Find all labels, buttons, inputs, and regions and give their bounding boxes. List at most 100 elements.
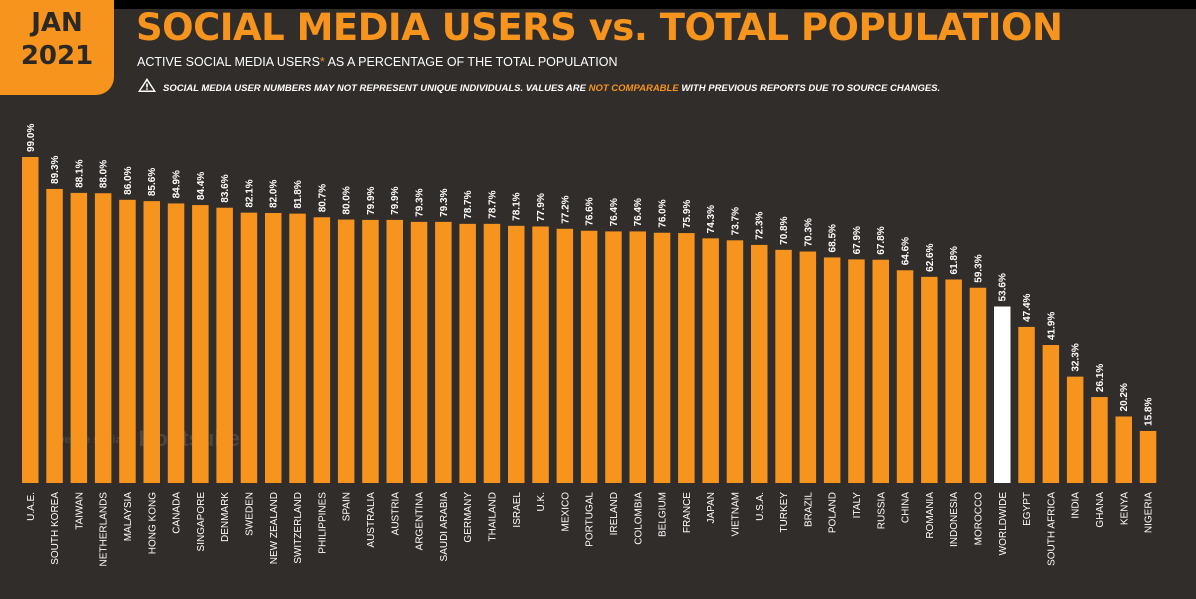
value-label-hong-kong: 85.6% [147, 168, 158, 196]
bar-netherlands [94, 193, 112, 483]
category-label-denmark: DENMARK [220, 492, 231, 542]
category-label-u-k: U.K. [536, 492, 547, 511]
bar-south-africa [1042, 345, 1060, 483]
category-label-hong-kong: HONG KONG [147, 492, 158, 554]
bar-nigeria [1139, 430, 1157, 483]
category-label-kenya: KENYA [1119, 492, 1130, 525]
bar-new-zealand [265, 212, 282, 483]
badge-year: 2021 [20, 41, 94, 71]
category-label-italy: ITALY [852, 492, 863, 519]
value-label-china: 64.6% [901, 237, 912, 265]
bar-kenya [1115, 416, 1132, 483]
bar-u-k [532, 226, 549, 483]
value-label-brazil: 70.3% [803, 218, 814, 246]
category-label-singapore: SINGAPORE [196, 492, 207, 552]
value-label-saudi-arabia: 79.3% [439, 188, 450, 216]
bar-russia [872, 259, 889, 483]
value-label-romania: 62.6% [925, 243, 936, 271]
bar-turkey [775, 249, 792, 483]
value-label-germany: 78.7% [463, 190, 474, 218]
value-label-mexico: 77.2% [560, 195, 571, 223]
value-label-south-africa: 41.9% [1046, 312, 1057, 340]
value-label-singapore: 84.4% [196, 172, 207, 200]
value-label-italy: 67.9% [852, 226, 863, 254]
category-label-belgium: BELGIUM [658, 492, 669, 537]
value-label-nigeria: 15.8% [1144, 398, 1155, 426]
bar-spain [337, 219, 355, 483]
bar-brazil [799, 251, 817, 483]
value-label-ghana: 26.1% [1095, 364, 1106, 392]
category-label-nigeria: NIGERIA [1144, 492, 1155, 533]
value-label-denmark: 83.6% [220, 174, 231, 202]
bar-philippines [313, 217, 331, 483]
bar-italy [848, 259, 865, 483]
bar-south-korea [46, 188, 63, 484]
category-label-israel: ISRAEL [512, 492, 523, 528]
bar-ireland [605, 231, 622, 483]
category-label-ireland: IRELAND [609, 492, 620, 535]
value-label-poland: 68.5% [828, 224, 839, 252]
value-label-israel: 78.1% [512, 192, 523, 220]
bar-australia [362, 219, 379, 483]
value-label-austria: 79.9% [390, 186, 401, 214]
value-label-new-zealand: 82.0% [269, 180, 280, 208]
value-label-thailand: 78.7% [487, 190, 498, 218]
bar-u-s-a [751, 244, 768, 483]
category-label-malaysia: MALAYSIA [123, 492, 134, 542]
value-label-netherlands: 88.0% [99, 160, 110, 188]
bar-thailand [483, 223, 501, 483]
value-label-egypt: 47.4% [1022, 293, 1033, 321]
category-label-ghana: GHANA [1095, 492, 1106, 528]
category-label-australia: AUSTRALIA [366, 492, 377, 548]
bar-ghana [1091, 397, 1108, 483]
category-label-worldwide: WORLDWIDE [998, 492, 1009, 556]
category-label-mexico: MEXICO [560, 492, 571, 532]
bar-denmark [216, 207, 233, 483]
category-label-france: FRANCE [682, 492, 693, 533]
bar-indonesia [945, 279, 962, 483]
value-label-u-a-e: 99.0% [26, 124, 37, 152]
category-label-spain: SPAIN [342, 492, 353, 521]
value-label-indonesia: 61.8% [949, 246, 960, 274]
value-label-south-korea: 89.3% [50, 155, 61, 183]
category-label-poland: POLAND [828, 492, 839, 533]
category-label-saudi-arabia: SAUDI ARABIA [439, 492, 450, 562]
bar-israel [508, 225, 525, 484]
category-label-south-africa: SOUTH AFRICA [1046, 492, 1057, 566]
page-title: SOCIAL MEDIA USERS vs. TOTAL POPULATION [136, 6, 1063, 49]
value-label-u-k: 77.9% [536, 193, 547, 221]
category-label-taiwan: TAIWAN [74, 492, 85, 530]
value-label-turkey: 70.8% [779, 216, 790, 244]
bar-austria [386, 219, 403, 483]
bar-vietnam [726, 240, 744, 483]
bar-egypt [1018, 326, 1035, 483]
category-label-south-korea: SOUTH KOREA [50, 492, 61, 565]
category-label-portugal: PORTUGAL [585, 492, 596, 547]
bar-singapore [192, 205, 209, 483]
badge-month: JAN [31, 8, 83, 38]
category-label-china: CHINA [901, 492, 912, 523]
category-label-philippines: PHILIPPINES [317, 492, 328, 554]
date-badge: JAN 2021 [0, 0, 114, 95]
value-label-australia: 79.9% [366, 186, 377, 214]
value-label-morocco: 59.3% [973, 254, 984, 282]
value-label-vietnam: 73.7% [730, 207, 741, 235]
note-highlight: NOT COMPARABLE [588, 83, 679, 95]
bar-poland [823, 257, 841, 483]
value-label-malaysia: 86.0% [123, 166, 134, 194]
value-label-japan: 74.3% [706, 205, 717, 233]
category-label-romania: ROMANIA [925, 492, 936, 539]
warning-triangle-icon [137, 77, 157, 100]
bar-india [1066, 376, 1084, 483]
category-label-austria: AUSTRIA [390, 492, 401, 536]
category-label-turkey: TURKEY [779, 492, 790, 533]
value-label-ireland: 76.4% [609, 198, 620, 226]
value-label-france: 75.9% [682, 200, 693, 228]
category-label-vietnam: VIETNAM [730, 492, 741, 536]
bar-germany [459, 223, 476, 483]
subtitle-asterisk: * [319, 55, 325, 69]
category-label-russia: RUSSIA [876, 492, 887, 530]
bar-romania [921, 276, 938, 483]
value-label-belgium: 76.0% [658, 199, 669, 227]
